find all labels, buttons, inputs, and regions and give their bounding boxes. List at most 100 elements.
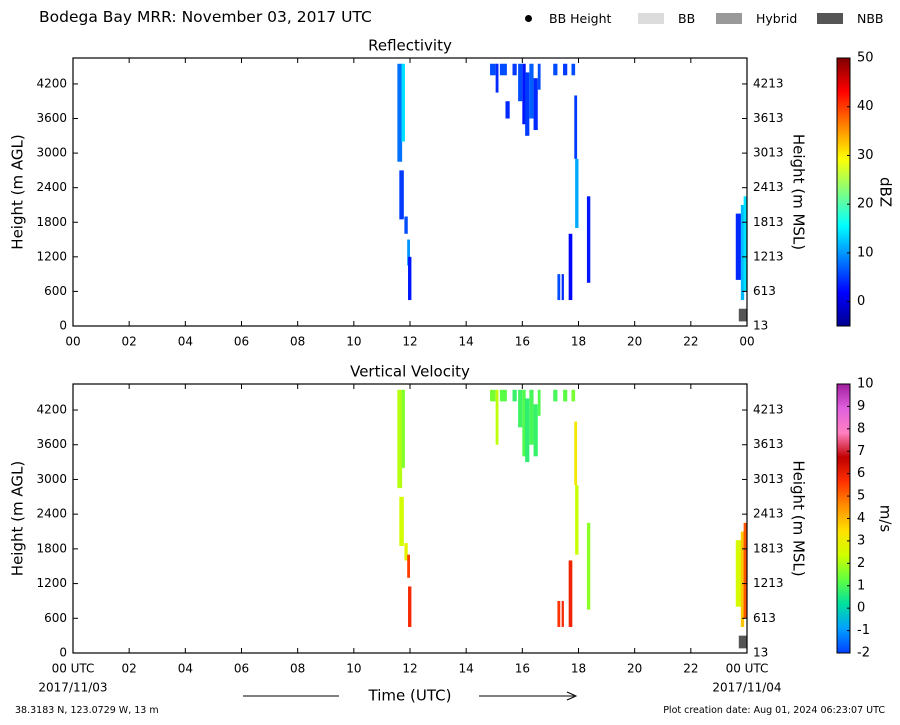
- panel-2-data-column-26: [735, 540, 742, 607]
- panel-1-colorbar-tick-label-2: 20: [857, 197, 874, 212]
- panel-2-y-tick-label-3: 1800: [36, 541, 67, 555]
- panel-2-y-tick-label-4: 2400: [36, 507, 67, 521]
- legend-item-nbb: NBB: [817, 11, 884, 26]
- panel-1-data-column-7: [490, 63, 496, 76]
- panel-2-x-tick-label-11: 22: [683, 662, 698, 676]
- panel-1-data-column-14: [525, 72, 530, 136]
- panel-2-data-column-25: [586, 522, 591, 610]
- panel-2-x-date-end: 2017/11/04: [712, 681, 781, 695]
- panel-2-x-tick-label-10: 20: [627, 662, 642, 676]
- panel-1-y-tick-label-3: 1800: [36, 215, 67, 229]
- nbb-swatch-icon: [817, 13, 843, 24]
- panel-1-colorbar: [836, 57, 851, 327]
- panel-1-data-column-1: [397, 63, 403, 162]
- panel-1-x-tick-label-11: 22: [683, 335, 698, 349]
- panel-1-colorbar-tick-label-4: 40: [857, 99, 874, 114]
- panel-2-data-column-2: [401, 389, 405, 468]
- panel-2-y-right-tick-label-0: 13: [753, 646, 768, 660]
- panel-1-data-column-9: [499, 63, 507, 76]
- panel-1-colorbar-label: dBZ: [877, 177, 895, 207]
- panel-1-data-column-21: [574, 95, 578, 159]
- panel-2-x-tick-label-3: 06: [234, 662, 249, 676]
- panel-1-y-right-tick-label-4: 2413: [753, 180, 784, 194]
- page-title: Bodega Bay MRR: November 03, 2017 UTC: [39, 8, 372, 26]
- panel-2-data-column-18: [563, 389, 568, 402]
- panel-1-colorbar-tick-label-1: 10: [857, 245, 874, 260]
- panel-2-colorbar-label: m/s: [877, 505, 895, 533]
- panel-2-y-right-axis-label: Height (m MSL): [790, 460, 808, 576]
- panel-2-colorbar-tick-label-4: 2: [857, 556, 865, 571]
- panel-2-x-tick-label-4: 08: [290, 662, 305, 676]
- panel-1-data-column-19: [563, 63, 568, 76]
- panel-1-bb-mark-1: [738, 308, 747, 322]
- panel-2-data-column-16: [537, 389, 541, 416]
- panel-1-x-tick-label-4: 08: [290, 335, 305, 349]
- panel-2-bb-mark-1: [738, 635, 747, 649]
- panel-2-x-tick-label-9: 18: [571, 662, 586, 676]
- panel-1-x-tick-label-5: 10: [346, 335, 361, 349]
- panel-2-x-tick-label-8: 16: [515, 662, 530, 676]
- panel-1-data-column-12: [518, 63, 523, 102]
- panel-1-data-column-6: [408, 256, 412, 301]
- panel-2-data-column-14: [529, 389, 534, 445]
- panel-1-data-column-13: [522, 63, 526, 125]
- panel-1-data-column-18: [553, 63, 558, 76]
- legend-label-bb-height: BB Height: [549, 11, 612, 26]
- panel-1-y-right-tick-label-1: 613: [753, 284, 776, 298]
- panel-1-colorbar-tick-label-5: 50: [857, 51, 874, 66]
- panel-2-y-tick-label-0: 0: [59, 646, 67, 660]
- panel-2-data-column-6: [408, 586, 412, 627]
- panel-2-y-right-tick-label-7: 4213: [753, 403, 784, 417]
- panel-2-colorbar-tick-label-7: 5: [857, 489, 865, 504]
- panel-2-data-column-10: [512, 389, 517, 402]
- panel-2-data-column-21: [575, 485, 579, 555]
- panel-2-data-column-22: [557, 600, 561, 627]
- panel-2-x-tick-label-5: 10: [346, 662, 361, 676]
- legend-item-bb: BB: [638, 11, 695, 26]
- panel-1-data-column-20: [571, 63, 576, 76]
- panel-1-x-tick-label-1: 02: [122, 335, 137, 349]
- station-location: 38.3183 N, 123.0729 W, 13 m: [15, 705, 159, 716]
- panel-1-data-column-27: [735, 213, 742, 280]
- panel-2-data-column-8: [495, 389, 499, 445]
- panel-2-data-column-24: [568, 560, 573, 627]
- panel-2-y-tick-label-7: 4200: [36, 403, 67, 417]
- panel-2-y-right-tick-label-3: 1813: [753, 541, 784, 555]
- panel-1-data-column-16: [533, 78, 538, 131]
- panel-2-data-column-3: [399, 496, 404, 546]
- panel-2-data-column-27: [740, 531, 745, 627]
- panel-2-y-right-tick-label-6: 3613: [753, 437, 784, 451]
- panel-2-y-tick-label-2: 1200: [36, 576, 67, 590]
- panel-2-x-axis-label: Time (UTC): [368, 687, 452, 705]
- panel-1-y-right-tick-label-0: 13: [753, 319, 768, 333]
- panel-1-x-tick-label-7: 14: [459, 335, 474, 349]
- panel-2-y-right-tick-label-2: 1213: [753, 576, 784, 590]
- panel-2-data-column-20: [574, 421, 578, 486]
- hybrid-swatch-icon: [716, 13, 742, 24]
- panel-2-data-column-13: [525, 398, 530, 463]
- panel-1-y-right-tick-label-6: 3613: [753, 111, 784, 125]
- panel-1-colorbar-tick-label-0: 0: [857, 294, 865, 309]
- panel-1-y-axis-label: Height (m AGL): [9, 134, 27, 249]
- panel-2-data-column-4: [404, 543, 408, 561]
- panel-2-y-tick-label-6: 3600: [36, 437, 67, 451]
- panel-2-time-arrow-head-icon: [566, 691, 578, 701]
- panel-1-data-column-25: [568, 233, 573, 301]
- panel-1-y-tick-label-7: 4200: [36, 76, 67, 90]
- legend-label-bb: BB: [678, 11, 696, 26]
- panel-1-y-tick-label-6: 3600: [36, 111, 67, 125]
- panel-2-y-right-tick-label-1: 613: [753, 611, 776, 625]
- panel-1-colorbar-tick-label-3: 30: [857, 148, 874, 163]
- panel-2-colorbar-tick-label-5: 3: [857, 533, 865, 548]
- panel-2-y-right-tick-label-4: 2413: [753, 507, 784, 521]
- panel-2-title: Vertical Velocity: [350, 363, 470, 381]
- panel-2-data-column-15: [533, 404, 538, 457]
- panel-2-y-right-tick-label-5: 3013: [753, 472, 784, 486]
- legend-item-hybrid: Hybrid: [716, 11, 797, 26]
- panel-1-data-column-15: [529, 63, 534, 119]
- panel-2-colorbar-tick-label-0: -2: [857, 646, 870, 661]
- panel-2-colorbar-tick-label-1: -1: [857, 623, 870, 638]
- panel-1-data-column-28: [740, 204, 745, 301]
- panel-1-data-column-2: [401, 63, 405, 142]
